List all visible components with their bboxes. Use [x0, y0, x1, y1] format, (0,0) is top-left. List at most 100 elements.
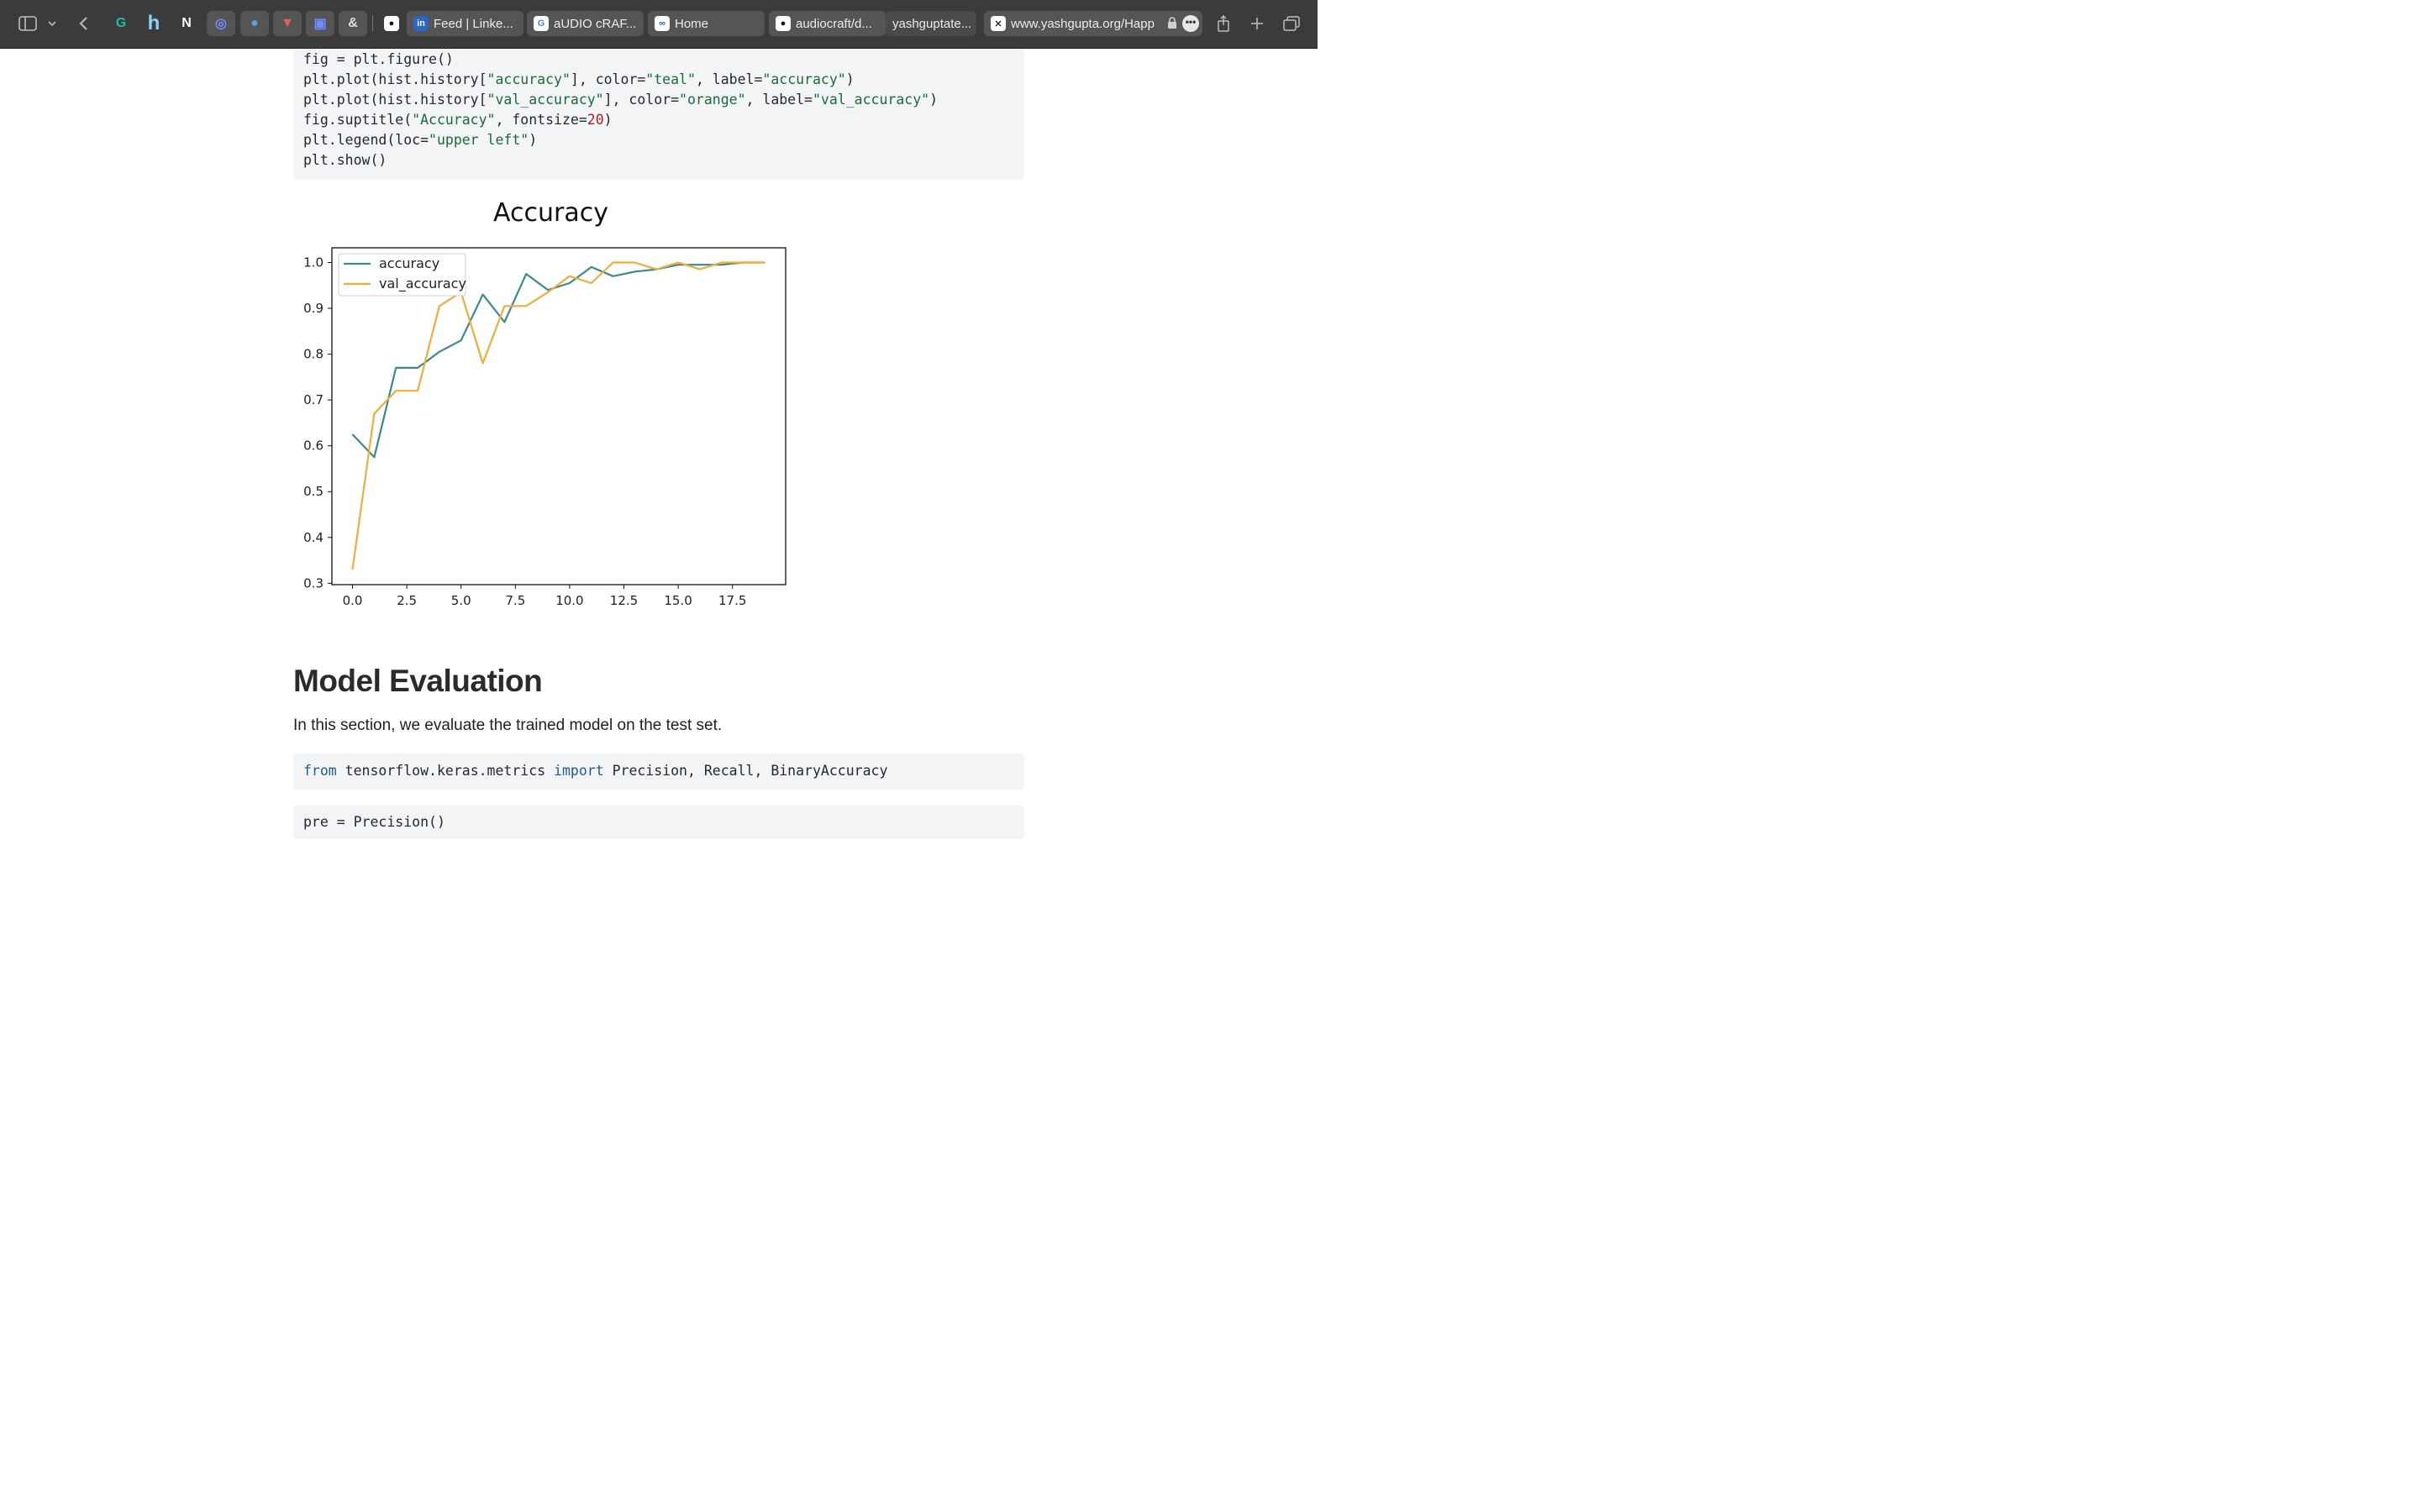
tab-label: audiocraft/d... — [796, 16, 872, 31]
meta-icon: ∞ — [655, 16, 670, 31]
series-line-accuracy — [351, 261, 765, 459]
code-line: plt.legend(loc="upper left") — [303, 130, 1024, 150]
close-tab-icon: ✕ — [991, 16, 1006, 31]
code-token: ], color= — [603, 92, 680, 108]
code-block-import: from tensorflow.keras.metrics import Pre… — [293, 753, 1024, 790]
y-tick-label: 0.4 — [303, 530, 324, 545]
tab-meta-home[interactable]: ∞ Home — [648, 11, 765, 36]
y-tick-label: 0.5 — [303, 484, 324, 499]
code-token: , fontsize= — [495, 112, 587, 128]
series-line-val_accuracy — [351, 261, 765, 570]
code-token: ) — [929, 92, 939, 108]
tab-linkedin[interactable]: in Feed | Linke... — [407, 11, 523, 36]
x-tick-label: 0.0 — [343, 593, 363, 608]
tab-label: aUDIO cRAF... — [554, 16, 637, 31]
code-line: fig.suptitle("Accuracy", fontsize=20) — [303, 110, 1024, 130]
tab-overview-icon[interactable] — [1280, 12, 1303, 35]
code-token: 20 — [587, 112, 604, 128]
code-token: "upper left" — [429, 132, 529, 148]
y-tick-label: 1.0 — [303, 255, 324, 270]
tab-current-url[interactable]: ✕ www.yashgupta.org/Happ ••• — [984, 11, 1202, 36]
code-token: "accuracy" — [762, 71, 846, 87]
code-token: plt.legend(loc= — [303, 132, 429, 148]
code-block-metrics: pre = Precision() — [293, 806, 1024, 839]
ext-ampersand-icon[interactable]: & — [339, 11, 367, 36]
code-block-plot: fig = plt.figure() plt.plot(hist.history[… — [293, 49, 1024, 179]
chart-title: Accuracy — [493, 198, 608, 228]
code-token: "accuracy" — [487, 71, 571, 87]
x-tick-label: 2.5 — [397, 593, 417, 608]
code-token: , label= — [695, 71, 763, 87]
grammarly-icon[interactable]: G — [115, 16, 127, 30]
more-options-icon[interactable]: ••• — [1182, 15, 1199, 32]
tab-label: www.yashgupta.org/Happ — [1011, 16, 1155, 31]
sidebar-toggle-icon[interactable] — [16, 12, 39, 35]
x-tick-label: 17.5 — [718, 593, 746, 608]
x-tick-label: 12.5 — [610, 593, 638, 608]
tab-github-1[interactable]: ● — [377, 11, 406, 36]
new-tab-icon[interactable] — [1245, 12, 1269, 35]
tab-label: Home — [675, 16, 709, 31]
ext-crop-icon[interactable]: ▣ — [306, 11, 334, 36]
globe-icon[interactable]: ● — [240, 11, 269, 36]
tab-audiocraft-github[interactable]: ● audiocraft/d... — [769, 11, 886, 36]
code-token: , label= — [745, 92, 813, 108]
code-token: plt.show() — [303, 152, 387, 168]
notion-icon[interactable]: N — [182, 16, 192, 30]
code-token: ) — [529, 132, 538, 148]
x-tick-label: 10.0 — [555, 593, 583, 608]
code-token: tensorflow.keras.metrics — [336, 763, 555, 779]
y-tick-label: 0.8 — [303, 347, 324, 362]
honey-icon[interactable]: h — [147, 12, 160, 34]
chevron-down-icon[interactable] — [40, 12, 64, 35]
ext-blue-icon[interactable]: ◎ — [207, 11, 235, 36]
y-tick-label: 0.7 — [303, 392, 324, 407]
x-tick-label: 7.5 — [505, 593, 525, 608]
lock-icon — [1167, 16, 1177, 29]
code-token: fig = plt.figure() — [303, 51, 454, 67]
code-token: import — [554, 763, 604, 779]
code-token: "teal" — [645, 71, 696, 87]
code-token: fig.suptitle( — [303, 112, 413, 128]
y-tick-label: 0.9 — [303, 301, 324, 316]
google-icon: G — [534, 16, 549, 31]
x-tick-label: 15.0 — [664, 593, 692, 608]
code-line: plt.plot(hist.history["val_accuracy"], c… — [303, 90, 1024, 110]
legend-label: val_accuracy — [379, 276, 466, 292]
code-token: plt.plot(hist.history[ — [303, 71, 487, 87]
ext-shield-icon[interactable]: ▼ — [273, 11, 302, 36]
linkedin-icon: in — [413, 16, 429, 31]
tab-label: Feed | Linke... — [434, 16, 513, 31]
code-token: plt.plot(hist.history[ — [303, 92, 487, 108]
share-icon[interactable] — [1212, 12, 1235, 35]
section-paragraph: In this section, we evaluate the trained… — [293, 717, 723, 734]
github-icon: ● — [776, 16, 791, 31]
code-token: from — [303, 763, 337, 779]
code-token: ) — [845, 71, 855, 87]
code-line: plt.show() — [303, 150, 1024, 171]
y-tick-label: 0.3 — [303, 575, 324, 591]
code-line: pre = Precision() — [303, 814, 445, 830]
back-icon[interactable] — [71, 12, 95, 35]
legend-label: accuracy — [379, 255, 439, 271]
code-token: "orange" — [679, 92, 746, 108]
toolbar-separator — [372, 15, 373, 32]
code-line: plt.plot(hist.history["accuracy"], color… — [303, 70, 1024, 90]
tab-yashgupta[interactable]: yashguptate... — [886, 11, 976, 36]
code-line: from tensorflow.keras.metrics import Pre… — [303, 761, 1024, 781]
github-icon: ● — [384, 16, 399, 31]
code-token: "val_accuracy" — [487, 92, 604, 108]
section-heading: Model Evaluation — [293, 664, 543, 698]
y-tick-label: 0.6 — [303, 438, 324, 454]
plot-frame — [331, 247, 786, 585]
code-token: "val_accuracy" — [813, 92, 930, 108]
accuracy-chart: 0.0 2.5 5.0 7.5 10.0 12.5 15.0 17.5 0.3 0.4 0.5 0.6… — [303, 247, 786, 608]
code-token: "Accuracy" — [412, 112, 496, 128]
x-tick-label: 5.0 — [451, 593, 471, 608]
code-line: fig = plt.figure() — [303, 50, 1024, 70]
code-token: Precision, Recall, BinaryAccuracy — [603, 763, 888, 779]
code-token: ], color= — [570, 71, 646, 87]
code-token: ) — [603, 112, 613, 128]
